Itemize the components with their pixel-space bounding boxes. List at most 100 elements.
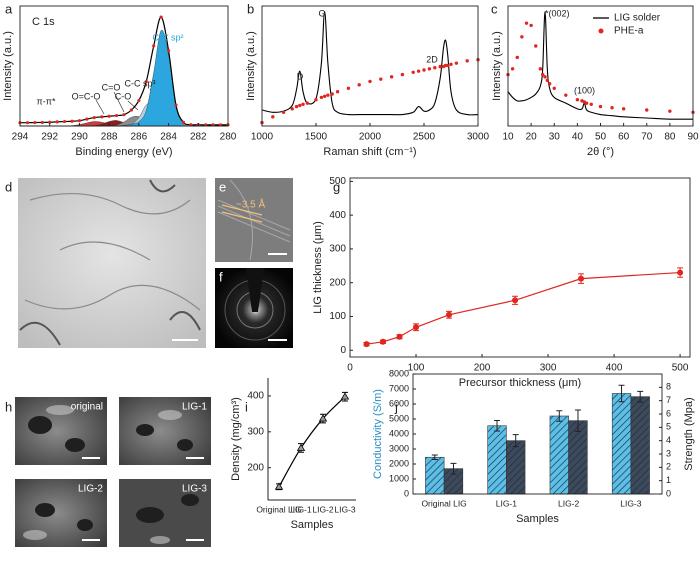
panel-letter: b <box>247 1 254 16</box>
y-axis-label: Density (mg/cm³) <box>230 397 242 481</box>
panel-letter: i <box>245 399 248 414</box>
data-point <box>274 482 284 490</box>
y2-tick-label: 8 <box>666 382 671 392</box>
y-axis-label: LIG thickness (μm) <box>312 221 324 314</box>
data-point <box>449 62 453 66</box>
data-point <box>422 68 426 72</box>
data-point <box>335 90 340 94</box>
y-axis-label: Intensity (a.u.) <box>491 31 503 101</box>
error-bar <box>556 410 563 422</box>
bar <box>630 396 650 495</box>
fit-line <box>19 16 228 126</box>
data-point <box>547 82 552 86</box>
panel-letter: j <box>394 399 398 414</box>
data-point <box>589 102 593 106</box>
image-label: LIG-1 <box>182 402 207 413</box>
y-tick-label: 400 <box>329 210 346 221</box>
data-point <box>396 333 403 340</box>
image-label: original <box>71 402 103 413</box>
x-tick-label: 500 <box>672 363 689 374</box>
error-bar <box>431 454 438 460</box>
data-point <box>677 269 684 276</box>
x-tick-label: 70 <box>641 132 653 143</box>
error-bar <box>494 420 501 432</box>
data-point <box>545 78 550 82</box>
y-tick-label: 0 <box>404 488 409 498</box>
y2-tick-label: 2 <box>666 462 671 472</box>
data-point <box>465 59 469 63</box>
data-point <box>340 392 350 400</box>
saed-image <box>215 268 293 348</box>
image-label: LIG-3 <box>182 484 207 495</box>
x-tick-label: 284 <box>160 132 177 143</box>
x-tick-label: 280 <box>220 132 237 143</box>
data-point <box>427 67 432 71</box>
plot-frame <box>19 5 229 127</box>
data-point <box>322 94 327 98</box>
data-point <box>538 67 543 71</box>
data-point <box>114 113 119 118</box>
data-point <box>92 115 96 120</box>
x-tick-label: 0 <box>347 363 353 374</box>
data-line <box>507 11 694 120</box>
y-tick-label: 4000 <box>389 428 409 438</box>
x-tick-label: 1000 <box>251 132 274 143</box>
annotation: π-π* <box>37 96 56 106</box>
y2-tick-label: 1 <box>666 475 671 485</box>
data-point <box>416 69 421 73</box>
data-point <box>129 108 134 112</box>
data-point <box>62 119 67 124</box>
data-point <box>294 104 299 109</box>
legend-label: PHE-a <box>614 26 644 37</box>
x-tick-label: Original LIG <box>421 498 466 508</box>
annotation: C-O <box>115 91 132 101</box>
bar <box>549 415 569 495</box>
x-tick-label: 40 <box>572 132 584 143</box>
error-bar <box>618 384 625 403</box>
x-tick-label: 2000 <box>359 132 382 143</box>
data-point <box>534 44 538 48</box>
data-point <box>55 120 59 124</box>
data-line <box>261 11 479 116</box>
error-bar <box>512 434 519 448</box>
data-point <box>379 77 383 81</box>
x-tick-label: 10 <box>502 132 514 143</box>
data-point <box>668 109 672 113</box>
data-point <box>281 110 286 114</box>
data-point <box>543 75 547 79</box>
y-tick-label: 6000 <box>389 398 409 408</box>
data-point <box>515 55 519 60</box>
annotation: C 1s <box>32 16 55 28</box>
x-axis-label: 2θ (°) <box>587 146 614 158</box>
data-point <box>413 324 420 331</box>
x-tick-label: 200 <box>474 363 491 374</box>
hrtem-image <box>215 178 293 262</box>
y2-tick-label: 3 <box>666 448 671 458</box>
y-tick-label: 100 <box>329 311 346 322</box>
data-point <box>305 101 310 105</box>
x-tick-label: 30 <box>549 132 561 143</box>
data-point <box>621 107 626 111</box>
data-point <box>70 119 74 123</box>
x-tick-label: 288 <box>101 132 118 143</box>
data-point <box>107 114 111 118</box>
data-point <box>326 93 330 97</box>
data-point <box>314 98 318 102</box>
data-point <box>363 341 370 348</box>
panel-letter: h <box>5 399 12 414</box>
y2-tick-label: 5 <box>666 422 671 432</box>
data-point <box>357 83 361 87</box>
y2-tick-label: 4 <box>666 435 671 445</box>
x-tick-label: 3000 <box>467 132 490 143</box>
data-point <box>645 108 649 112</box>
x-tick-label: 282 <box>190 132 207 143</box>
panel-letter: c <box>491 1 498 16</box>
y-tick-label: 8000 <box>389 368 409 378</box>
y-tick-label: 300 <box>247 426 264 437</box>
x-tick-label: LIG-3 <box>620 498 642 508</box>
legend-swatch <box>598 28 604 34</box>
x-tick-label: 50 <box>595 132 607 143</box>
data-point <box>85 117 89 121</box>
annotation: D <box>297 71 304 81</box>
annotation: (100) <box>574 85 595 95</box>
